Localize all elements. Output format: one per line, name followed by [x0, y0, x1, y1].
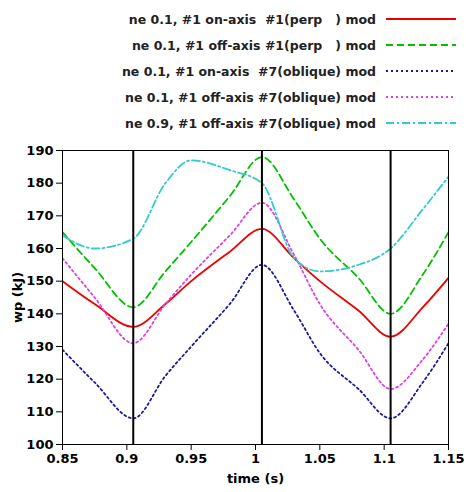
svg-text:0.9: 0.9: [115, 451, 138, 466]
svg-text:180: 180: [26, 175, 53, 190]
html-text:ne 0.1, #1 off-axis #1(perp ): ne 0.1, #1 off-axis #1(perp ) mod: [131, 37, 376, 53]
svg-text:170: 170: [26, 208, 53, 223]
svg-text:0.95: 0.95: [175, 451, 207, 466]
svg-text:140: 140: [26, 306, 53, 321]
svg-text:1: 1: [251, 451, 260, 466]
svg-text:110: 110: [26, 404, 53, 419]
html-text:ne 0.1, #1 on-axis #7(oblique): ne 0.1, #1 on-axis #7(oblique) mod: [122, 63, 376, 79]
svg-text:160: 160: [26, 241, 53, 256]
html-text:ne 0.9, #1 off-axis #7(oblique: ne 0.9, #1 off-axis #7(oblique) mod: [125, 115, 376, 131]
html-text:ne 0.1, #1 off-axis #7(oblique: ne 0.1, #1 off-axis #7(oblique) mod: [125, 89, 376, 105]
svg-text:130: 130: [26, 339, 53, 354]
svg-text:1.1: 1.1: [373, 451, 396, 466]
svg-text:1.05: 1.05: [304, 451, 336, 466]
svg-text:wp (kJ): wp (kJ): [10, 272, 25, 323]
svg-text:120: 120: [26, 371, 53, 386]
svg-text:1.15: 1.15: [432, 451, 464, 466]
svg-text:time (s): time (s): [227, 471, 284, 486]
svg-text:150: 150: [26, 273, 53, 288]
svg-text:190: 190: [26, 143, 53, 158]
html-text:ne 0.1, #1 on-axis #1(perp ) m: ne 0.1, #1 on-axis #1(perp ) mod: [128, 11, 376, 27]
svg-text:100: 100: [26, 437, 53, 452]
svg-text:0.85: 0.85: [46, 451, 78, 466]
